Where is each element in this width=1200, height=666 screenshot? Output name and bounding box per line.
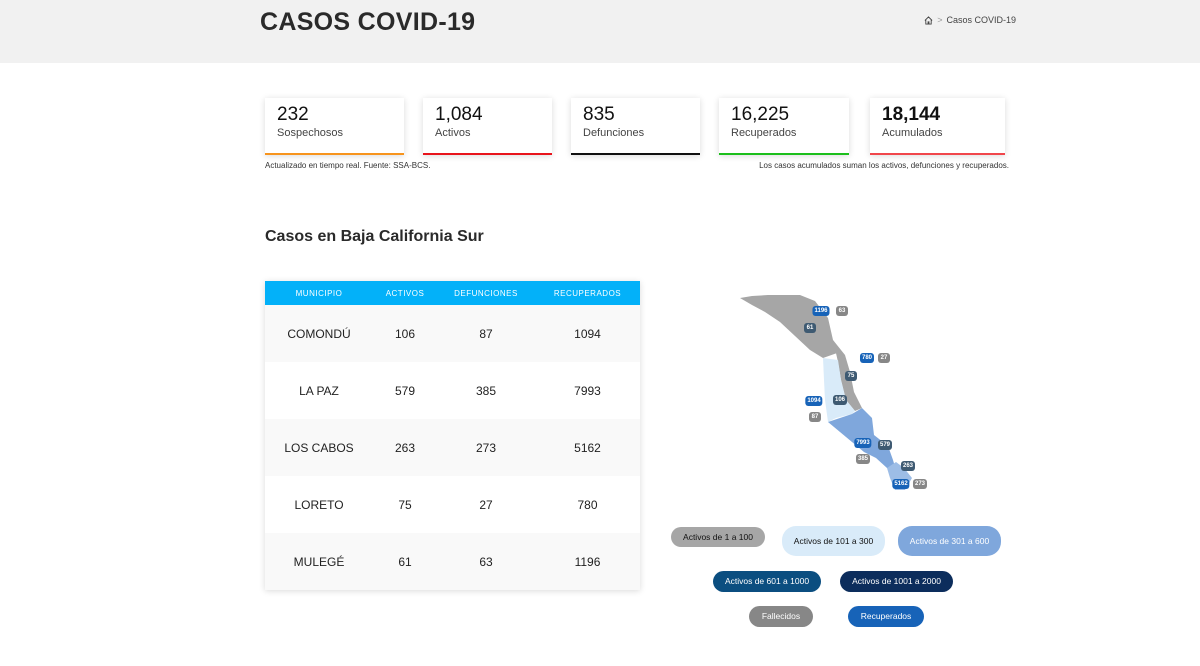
stat-card-activos: 1,084 Activos bbox=[423, 98, 552, 155]
col-activos: ACTIVOS bbox=[385, 288, 425, 298]
map-label-recuperados: 780 bbox=[859, 353, 875, 363]
section-title: Casos en Baja California Sur bbox=[265, 228, 484, 245]
stat-card-recuperados: 16,225 Recuperados bbox=[719, 98, 849, 155]
table-row: LA PAZ 579 385 7993 bbox=[265, 362, 640, 419]
stat-value: 18,144 bbox=[882, 104, 941, 125]
cell-defunciones: 273 bbox=[475, 440, 497, 455]
map-label-fallecidos: 273 bbox=[912, 479, 928, 489]
breadcrumb-separator: > bbox=[937, 15, 943, 25]
cell-recuperados: 1094 bbox=[574, 326, 601, 341]
legend-item: Activos de 1001 a 2000 bbox=[840, 571, 953, 592]
map-label-fallecidos: 385 bbox=[855, 454, 871, 464]
cell-activos: 579 bbox=[394, 383, 416, 398]
home-icon[interactable] bbox=[924, 15, 933, 25]
cell-municipio: LA PAZ bbox=[299, 383, 339, 398]
stat-card-defunciones: 835 Defunciones bbox=[571, 98, 700, 155]
cell-activos: 61 bbox=[398, 554, 412, 569]
col-municipio: MUNICIPIO bbox=[295, 288, 343, 298]
stat-underline bbox=[870, 153, 1005, 155]
map-label-activos: 263 bbox=[900, 461, 916, 471]
accumulated-note: Los casos acumulados suman los activos, … bbox=[759, 161, 1009, 170]
map-label-recuperados: 5162 bbox=[892, 479, 910, 489]
stat-underline bbox=[571, 153, 700, 155]
cell-recuperados: 5162 bbox=[574, 440, 601, 455]
legend-item: Activos de 101 a 300 bbox=[782, 526, 885, 556]
map-label-fallecidos: 87 bbox=[809, 412, 821, 422]
stat-card-acumulados: 18,144 Acumulados bbox=[870, 98, 1005, 155]
bcs-map: 1196 63 61 780 27 75 1094 87 106 7993 385 579 263 516… bbox=[730, 285, 950, 500]
stat-underline bbox=[719, 153, 849, 155]
page-header: CASOS COVID-19 > Casos COVID-19 bbox=[0, 0, 1200, 63]
legend-item: Recuperados bbox=[848, 606, 924, 627]
table-row: LORETO 75 27 780 bbox=[265, 476, 640, 533]
cell-municipio: LORETO bbox=[294, 497, 344, 512]
cell-recuperados: 780 bbox=[577, 497, 598, 512]
stat-label: Recuperados bbox=[731, 127, 797, 139]
stat-label: Acumulados bbox=[882, 127, 943, 139]
cell-activos: 75 bbox=[398, 497, 412, 512]
cell-municipio: LOS CABOS bbox=[284, 440, 354, 455]
map-label-recuperados: 1094 bbox=[805, 396, 823, 406]
table-header: MUNICIPIO ACTIVOS DEFUNCIONES RECUPERADO… bbox=[265, 281, 640, 305]
map-label-activos: 61 bbox=[804, 323, 816, 333]
cell-activos: 106 bbox=[394, 326, 416, 341]
col-defunciones: DEFUNCIONES bbox=[454, 288, 518, 298]
stat-underline bbox=[265, 153, 404, 155]
col-recuperados: RECUPERADOS bbox=[553, 288, 622, 298]
map-label-recuperados: 7993 bbox=[854, 438, 872, 448]
cell-recuperados: 1196 bbox=[574, 554, 601, 569]
legend-item: Activos de 1 a 100 bbox=[671, 527, 765, 547]
municipality-table: MUNICIPIO ACTIVOS DEFUNCIONES RECUPERADO… bbox=[265, 281, 640, 590]
map-label-fallecidos: 27 bbox=[878, 353, 890, 363]
table-row: COMONDÚ 106 87 1094 bbox=[265, 305, 640, 362]
stat-underline bbox=[423, 153, 552, 155]
map-label-activos: 106 bbox=[832, 395, 848, 405]
cell-municipio: MULEGÉ bbox=[293, 554, 345, 569]
stat-card-sospechosos: 232 Sospechosos bbox=[265, 98, 404, 155]
region-comondu[interactable] bbox=[823, 358, 855, 422]
stat-label: Sospechosos bbox=[277, 127, 344, 139]
stat-value: 1,084 bbox=[435, 104, 483, 125]
cell-municipio: COMONDÚ bbox=[287, 326, 351, 341]
page-title: CASOS COVID-19 bbox=[260, 8, 476, 36]
table-row: MULEGÉ 61 63 1196 bbox=[265, 533, 640, 590]
legend-item: Activos de 601 a 1000 bbox=[713, 571, 821, 592]
breadcrumb-current: Casos COVID-19 bbox=[946, 15, 1016, 25]
map-label-activos: 75 bbox=[845, 371, 857, 381]
stat-label: Defunciones bbox=[583, 127, 645, 139]
cell-recuperados: 7993 bbox=[574, 383, 601, 398]
stat-label: Activos bbox=[435, 127, 471, 139]
cell-defunciones: 63 bbox=[479, 554, 493, 569]
cell-activos: 263 bbox=[394, 440, 416, 455]
region-mulege[interactable] bbox=[740, 295, 840, 358]
stat-value: 16,225 bbox=[731, 104, 790, 125]
map-label-recuperados: 1196 bbox=[812, 306, 830, 316]
legend-item: Activos de 301 a 600 bbox=[898, 526, 1001, 556]
map-label-fallecidos: 63 bbox=[836, 306, 848, 316]
cell-defunciones: 87 bbox=[479, 326, 493, 341]
map-label-activos: 579 bbox=[877, 440, 893, 450]
breadcrumb: > Casos COVID-19 bbox=[924, 15, 1016, 25]
legend-item: Fallecidos bbox=[749, 606, 813, 627]
update-note: Actualizado en tiempo real. Fuente: SSA-… bbox=[265, 161, 431, 170]
stat-value: 232 bbox=[277, 104, 309, 125]
stat-value: 835 bbox=[583, 104, 615, 125]
cell-defunciones: 27 bbox=[479, 497, 493, 512]
table-row: LOS CABOS 263 273 5162 bbox=[265, 419, 640, 476]
cell-defunciones: 385 bbox=[475, 383, 497, 398]
